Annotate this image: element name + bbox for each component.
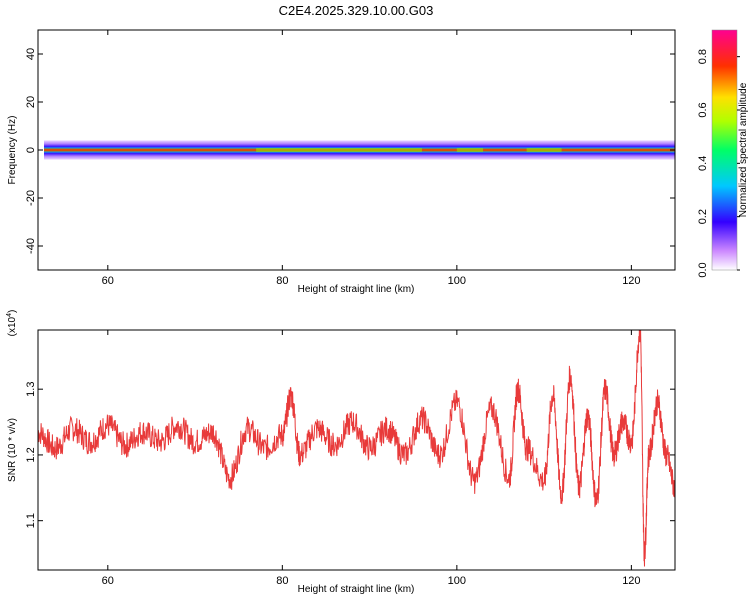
snr-y-multiplier: (x104) [6, 310, 18, 337]
spectrogram-y-ticks: -40 -20 0 20 40 [25, 48, 675, 254]
spectrogram-y-axis-title: Frequency (Hz) [7, 116, 18, 185]
snr-y-tick-label: 1.1 [25, 513, 37, 528]
snr-y-tick-label: 1.2 [25, 447, 37, 462]
snr-panel: 60 80 100 120 1.1 1.2 1.3 Height of straight … [6, 310, 676, 595]
snr-frame [37, 329, 676, 571]
spectrogram-y-tick-label: -20 [25, 190, 37, 206]
colorbar-tick-label: 0.8 [697, 49, 709, 64]
snr-x-tick-label: 120 [622, 575, 640, 587]
snr-y-multiplier-base: (x10 [7, 316, 18, 336]
colorbar: 0.0 0.2 0.4 0.6 0.8 Normalized spectral ampl… [697, 29, 749, 278]
snr-x-tick-label: 80 [276, 575, 288, 587]
snr-x-axis-title: Height of straight line (km) [298, 584, 415, 595]
spectrogram-x-tick-label: 80 [276, 275, 288, 287]
spectrogram-x-tick-label: 100 [448, 275, 466, 287]
snr-x-ticks: 60 80 100 120 [102, 330, 641, 587]
spectrogram-x-tick-label: 120 [622, 275, 640, 287]
colorbar-tick-label: 0.4 [697, 156, 709, 171]
snr-y-ticks: 1.1 1.2 1.3 [25, 382, 675, 528]
colorbar-tick-label: 0.0 [697, 262, 709, 277]
spectrogram-band [44, 140, 675, 160]
spectrogram-y-tick-label: -40 [25, 238, 37, 254]
spectrogram-green-segment [526, 148, 562, 152]
spectrogram-x-ticks: 60 80 100 120 [102, 30, 641, 287]
snr-plot-area [38, 330, 675, 570]
spectrogram-green-segment [256, 148, 422, 152]
spectrogram-x-tick-label: 60 [102, 275, 114, 287]
spectrogram-frame [37, 29, 676, 271]
colorbar-gradient [712, 30, 737, 270]
spectrogram-y-tick-label: 0 [25, 147, 37, 153]
snr-y-tick-label: 1.3 [25, 382, 37, 397]
spectrogram-green-segment [456, 148, 484, 152]
snr-x-tick-label: 60 [102, 575, 114, 587]
snr-x-tick-label: 100 [448, 575, 466, 587]
spectrogram-y-tick-label: 20 [25, 96, 37, 108]
colorbar-tick-label: 0.6 [697, 102, 709, 117]
snr-y-multiplier-close: ) [7, 310, 18, 313]
snr-series-line [38, 330, 675, 567]
colorbar-label: Normalized spectral amplitude [738, 82, 749, 217]
snr-y-axis-title: SNR (10 * v/v) [7, 418, 18, 482]
figure-title: C2E4.2025.329.10.00.G03 [279, 3, 434, 18]
colorbar-frame [711, 29, 738, 271]
colorbar-ticks: 0.0 0.2 0.4 0.6 0.8 [697, 49, 740, 278]
spectrogram-y-tick-label: 40 [25, 48, 37, 60]
snr-y-multiplier-exp: 4 [6, 313, 13, 317]
colorbar-tick-label: 0.2 [697, 209, 709, 224]
spectrogram-x-axis-title: Height of straight line (km) [298, 284, 415, 295]
spectrogram-panel: 60 80 100 120 -40 -20 0 20 40 Height of straigh… [7, 29, 676, 295]
